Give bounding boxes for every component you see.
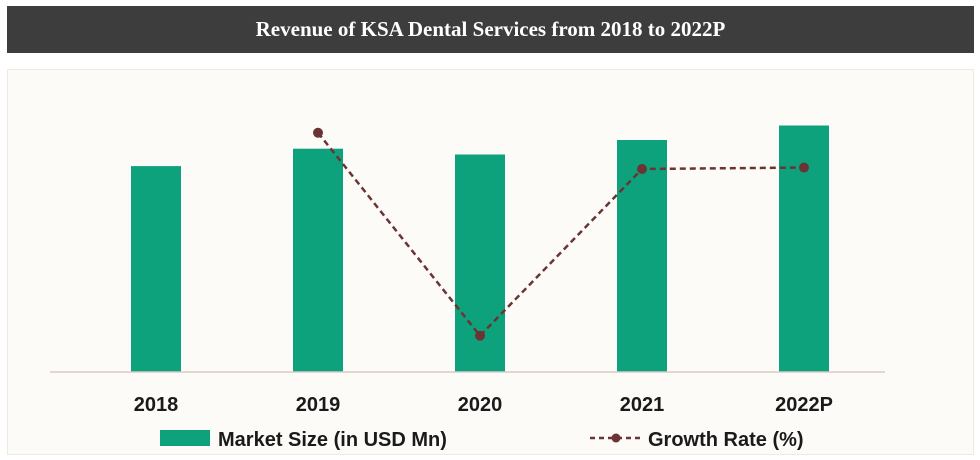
x-tick-2019: 2019 xyxy=(296,394,341,416)
legend-label-growth-rate: Growth Rate (%) xyxy=(648,429,804,451)
growth-line-layer xyxy=(313,127,809,341)
x-tick-2018: 2018 xyxy=(134,394,179,416)
bar-2019 xyxy=(293,148,343,372)
bar-2021 xyxy=(617,140,667,372)
growth-rate-line xyxy=(317,131,805,338)
growth-point-2020 xyxy=(475,330,485,341)
bar-2018 xyxy=(131,166,181,372)
growth-point-2019 xyxy=(313,127,323,138)
legend-swatch-market-size xyxy=(160,430,210,446)
bar-2022P xyxy=(779,125,829,372)
x-tick-2022P: 2022P xyxy=(775,394,833,416)
legend: Market Size (in USD Mn) Growth Rate (%) xyxy=(160,429,804,451)
x-tick-labels: 2018 2019 2020 2021 2022P xyxy=(134,394,833,416)
growth-point-2021 xyxy=(637,164,647,174)
legend-marker-growth-rate xyxy=(611,433,621,443)
x-tick-2020: 2020 xyxy=(458,394,503,416)
chart-title-bar: Revenue of KSA Dental Services from 2018… xyxy=(7,6,974,53)
x-tick-2021: 2021 xyxy=(620,394,665,416)
growth-point-2022P xyxy=(799,162,809,173)
chart-title: Revenue of KSA Dental Services from 2018… xyxy=(255,17,726,41)
legend-label-market-size: Market Size (in USD Mn) xyxy=(218,429,447,451)
bars-layer xyxy=(131,125,829,372)
